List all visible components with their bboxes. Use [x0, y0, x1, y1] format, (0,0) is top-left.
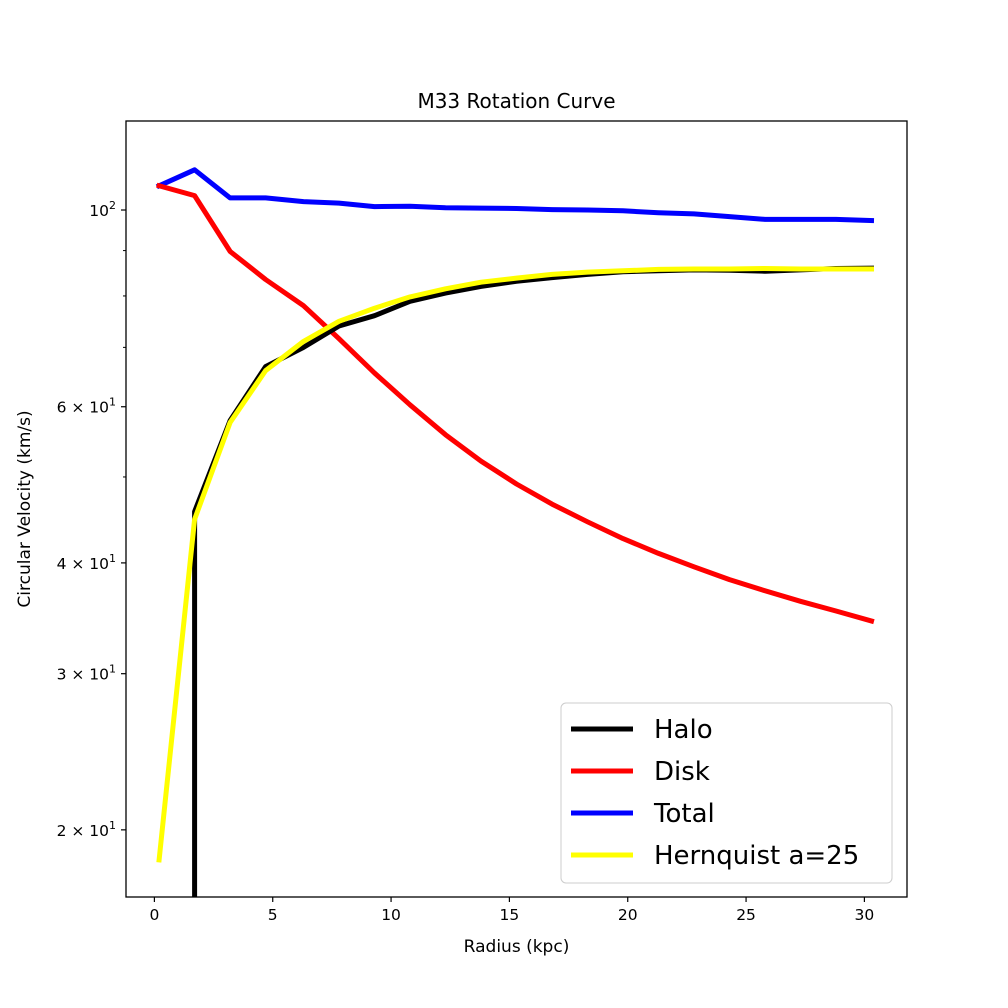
legend-entries: Halo Disk Total Hernquist a=25	[571, 715, 859, 871]
legend: Halo Disk Total Hernquist a=25	[560, 702, 893, 884]
series-line-total	[155, 167, 875, 224]
series-line-hernquist-a-25	[156, 266, 874, 863]
legend-label-hernquist-a-25: Hernquist a=25	[654, 841, 859, 871]
x-axis-label: Radius (kpc)	[464, 937, 570, 957]
y-axis-ticks: 102 6 × 101 4 × 101 3 × 101 2 × 101	[57, 199, 126, 840]
legend-label-disk: Disk	[654, 757, 710, 787]
x-tick-label: 10	[381, 906, 401, 924]
chart-title: M33 Rotation Curve	[417, 89, 615, 113]
x-tick-label: 0	[149, 906, 159, 924]
y-tick-label: 4 × 101	[57, 552, 116, 573]
x-tick-label: 15	[500, 906, 520, 924]
legend-label-halo: Halo	[654, 715, 713, 745]
y-axis-label: Circular Velocity (km/s)	[15, 410, 35, 607]
series-line-disk	[156, 182, 875, 625]
x-tick-label: 5	[268, 906, 278, 924]
legend-box	[560, 702, 893, 884]
legend-label-total: Total	[653, 799, 715, 829]
x-tick-label: 30	[855, 906, 875, 924]
x-tick-label: 25	[736, 906, 756, 924]
y-tick-label: 3 × 101	[57, 663, 116, 684]
plot-frame	[125, 120, 908, 898]
y-tick-label: 6 × 101	[57, 396, 116, 417]
x-tick-label: 20	[618, 906, 638, 924]
y-tick-label: 2 × 101	[57, 819, 116, 840]
y-tick-label: 102	[89, 199, 116, 220]
series-layer	[155, 167, 875, 897]
x-axis-ticks: 0 5 10 15 20 25 30	[149, 897, 874, 924]
